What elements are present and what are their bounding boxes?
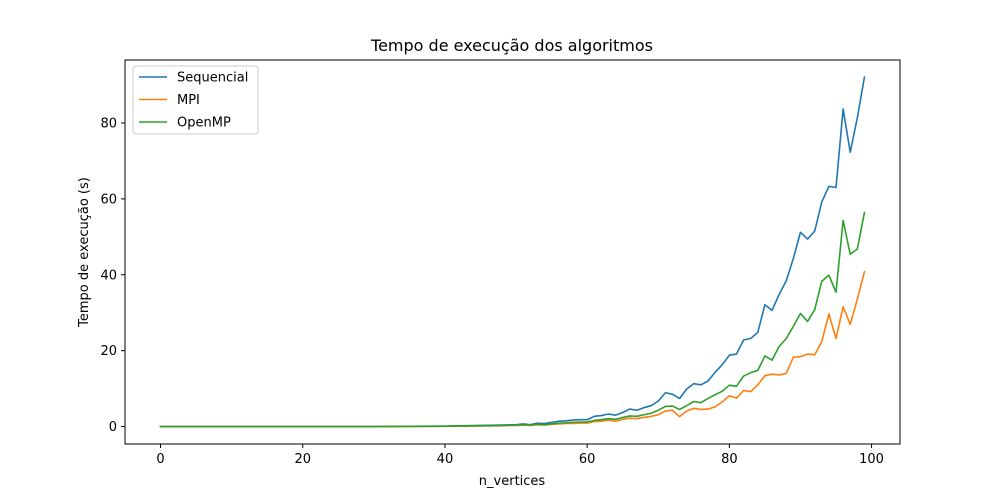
- y-tick-label: 20: [100, 344, 117, 359]
- y-axis: 0 20 40 60 80: [100, 116, 125, 435]
- legend-label-openmp: OpenMP: [177, 116, 231, 131]
- x-axis-label: n_vertices: [479, 474, 546, 489]
- x-axis: 0 20 40 60 80 100: [156, 444, 884, 467]
- x-tick-label: 80: [721, 452, 738, 467]
- y-tick-label: 40: [100, 268, 117, 283]
- series-line-openmp: [159, 211, 866, 428]
- x-tick-label: 0: [156, 452, 164, 467]
- y-tick-label: 80: [100, 116, 117, 131]
- x-tick-label: 60: [579, 452, 596, 467]
- series-layer: [159, 76, 866, 428]
- legend-box: [132, 65, 259, 135]
- x-tick-label: 20: [294, 452, 311, 467]
- legend-label-mpi: MPI: [177, 93, 200, 108]
- plot-frame: [124, 59, 901, 445]
- y-tick-label: 0: [109, 420, 117, 435]
- y-axis-label: Tempo de execução (s): [77, 177, 92, 328]
- x-tick-label: 40: [437, 452, 454, 467]
- legend-label-sequencial: Sequencial: [177, 71, 248, 86]
- x-tick-label: 100: [859, 452, 884, 467]
- chart-title: Tempo de execução dos algoritmos: [370, 36, 653, 55]
- y-tick-label: 60: [100, 192, 117, 207]
- legend: Sequencial MPI OpenMP: [132, 65, 259, 135]
